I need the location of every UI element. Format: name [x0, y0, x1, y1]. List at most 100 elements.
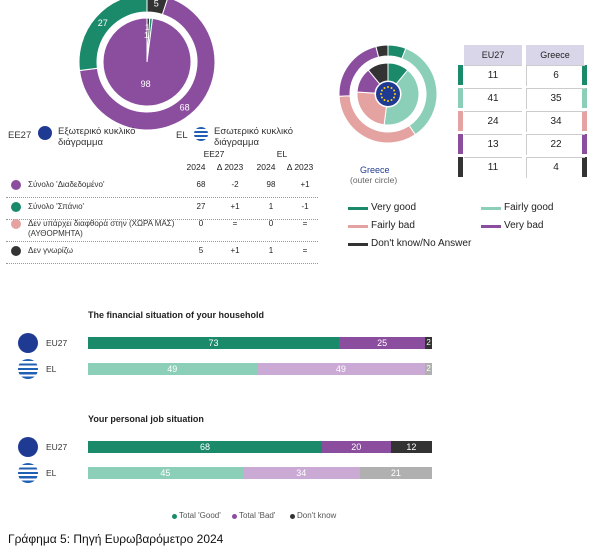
- el-delta: +1: [300, 180, 310, 189]
- donut1-outer-slice-2: [78, 0, 148, 72]
- eu-star-icon: [393, 89, 396, 92]
- bar-row-label: EU27: [46, 442, 68, 452]
- greece-sublabel: (outer circle): [350, 175, 398, 185]
- stacked-bar: 45 34 21: [88, 467, 432, 479]
- ee27-label: EE27: [8, 130, 32, 141]
- el-delta: =: [302, 219, 308, 228]
- el-delta: =: [302, 246, 308, 255]
- greece-row-color-key: [458, 157, 463, 177]
- legend-swatch: [481, 225, 501, 228]
- figure-caption: Γράφημα 5: Πηγή Ευρωβαρόμετρο 2024: [8, 532, 224, 546]
- donut1-outer-label-1: 68: [180, 102, 190, 112]
- bar-legend-label: Total 'Bad': [239, 511, 276, 520]
- bar-title-job: Your personal job situation: [88, 414, 204, 424]
- bar-legend-dot: [290, 514, 295, 519]
- donut1-inner-small-label-1: 1: [144, 31, 149, 40]
- donut1-inner-slice-2: [102, 17, 192, 107]
- greece-table-cell: 24: [464, 111, 522, 132]
- donut-chart-greece: [338, 44, 438, 144]
- ee-value: 68: [196, 180, 206, 189]
- legend-item: Very good: [371, 202, 417, 213]
- greece-table-cell: 11: [464, 65, 522, 86]
- ee-delta: +1: [230, 246, 240, 255]
- donut1-outer-label-2: 27: [98, 18, 108, 28]
- el-delta: -1: [301, 202, 309, 211]
- stacked-bar: 68 20 12: [88, 441, 432, 453]
- donut1-outer-slice-1: [78, 0, 216, 130]
- legend-ee27: EE27 Εξωτερικό κυκλικό διάγραμμα: [8, 126, 178, 148]
- bar-legend-label: Don't know: [297, 511, 337, 520]
- legend-row-label: Σύνολο 'Διαδεδομένο': [28, 180, 105, 189]
- legend-item: Fairly bad: [371, 220, 415, 231]
- legend-swatch: [348, 207, 368, 210]
- group-ee-header: EE27: [203, 149, 225, 159]
- ee-value: 27: [196, 202, 206, 211]
- greece-table-header: EU27: [464, 45, 522, 65]
- bar-segment: 73: [88, 337, 340, 349]
- donut2-outer-slice-4: [375, 44, 389, 58]
- col-year-el: 2024: [256, 162, 276, 172]
- group-el-header: EL: [276, 149, 288, 159]
- eu-flag-icon: [18, 333, 38, 353]
- greece-row-color-key: [582, 111, 587, 131]
- bar-legend-dot: [172, 514, 177, 519]
- legend-table-row: Σύνολο 'Διαδεδομένο' 68 -2 98 +1: [6, 175, 318, 198]
- donut2-inner-slice-1: [383, 69, 420, 126]
- legend-swatch: [348, 243, 368, 246]
- greek-flag-icon: [18, 463, 38, 483]
- bar-segment: 45: [88, 467, 243, 479]
- bar-segment: 68: [88, 441, 322, 453]
- donut1-inner-small-label-0: 1: [145, 23, 150, 32]
- greece-row-color-key: [582, 134, 587, 154]
- greece-label: Greece: [360, 165, 390, 175]
- legend-item: Don't know/No Answer: [371, 238, 472, 249]
- eu-flag-icon: [18, 437, 38, 457]
- bar-segment: 20: [321, 441, 391, 453]
- greece-row-color-key: [458, 88, 463, 108]
- bar-title-financial: The financial situation of your househol…: [88, 310, 265, 320]
- legend-item: Very bad: [504, 220, 544, 231]
- greece-table-cell: 41: [464, 88, 522, 109]
- donut1-inner-label-2: 98: [141, 79, 151, 89]
- el-value: 1: [268, 246, 274, 255]
- donut1-outer-label-0: 5: [154, 0, 159, 9]
- greece-row-color-key: [582, 157, 587, 177]
- legend-swatch: [481, 207, 501, 210]
- ee-delta: =: [232, 219, 238, 228]
- bar-row-label: EL: [46, 468, 57, 478]
- greece-table-header: Greece: [526, 45, 584, 65]
- eu-star-icon: [394, 93, 396, 95]
- eu-star-icon: [383, 99, 386, 102]
- bar-legend-dot: [232, 514, 237, 519]
- bar-segment: 34: [242, 467, 360, 479]
- greece-table-cell: 4: [526, 157, 585, 178]
- bar-segment: 12: [390, 441, 432, 453]
- ee-value: 5: [198, 246, 204, 255]
- bar-row-label: EU27: [46, 338, 68, 348]
- bar-segment: 49: [256, 363, 426, 375]
- eu-star-icon: [390, 99, 393, 102]
- legend-item: Fairly good: [504, 202, 554, 213]
- legend-table-row: Δεν υπάρχει διαφθορά στην (ΧΩΡΑ ΜΑΣ) (ΑΥ…: [6, 219, 318, 242]
- legend-dot: [11, 246, 21, 256]
- greece-table-cell: 13: [464, 134, 522, 155]
- legend-row-label: Δεν υπάρχει διαφθορά στην (ΧΩΡΑ ΜΑΣ) (ΑΥ…: [28, 219, 175, 238]
- legend-swatch: [348, 225, 368, 228]
- eu-star-icon: [390, 86, 393, 89]
- bar-row-label: EL: [46, 364, 57, 374]
- el-label: EL: [176, 130, 188, 141]
- donut2-inner-slice-4: [367, 62, 389, 85]
- legend-dot: [11, 180, 21, 190]
- eu-star-icon: [393, 96, 396, 99]
- eu-flag-icon: [376, 82, 400, 106]
- col-delta-el: Δ 2023: [286, 162, 314, 172]
- el-value: 1: [268, 202, 274, 211]
- legend-row-label: Σύνολο 'Σπάνιο': [28, 202, 85, 211]
- ee-delta: +1: [230, 202, 240, 211]
- bar-segment: 25: [339, 337, 426, 349]
- legend-row-label: Δεν γνωρίζω: [28, 246, 73, 255]
- el-value: 98: [266, 180, 276, 189]
- el-value: 0: [268, 219, 274, 228]
- greece-table-cell: 22: [526, 134, 585, 155]
- greece-table-cell: 34: [526, 111, 585, 132]
